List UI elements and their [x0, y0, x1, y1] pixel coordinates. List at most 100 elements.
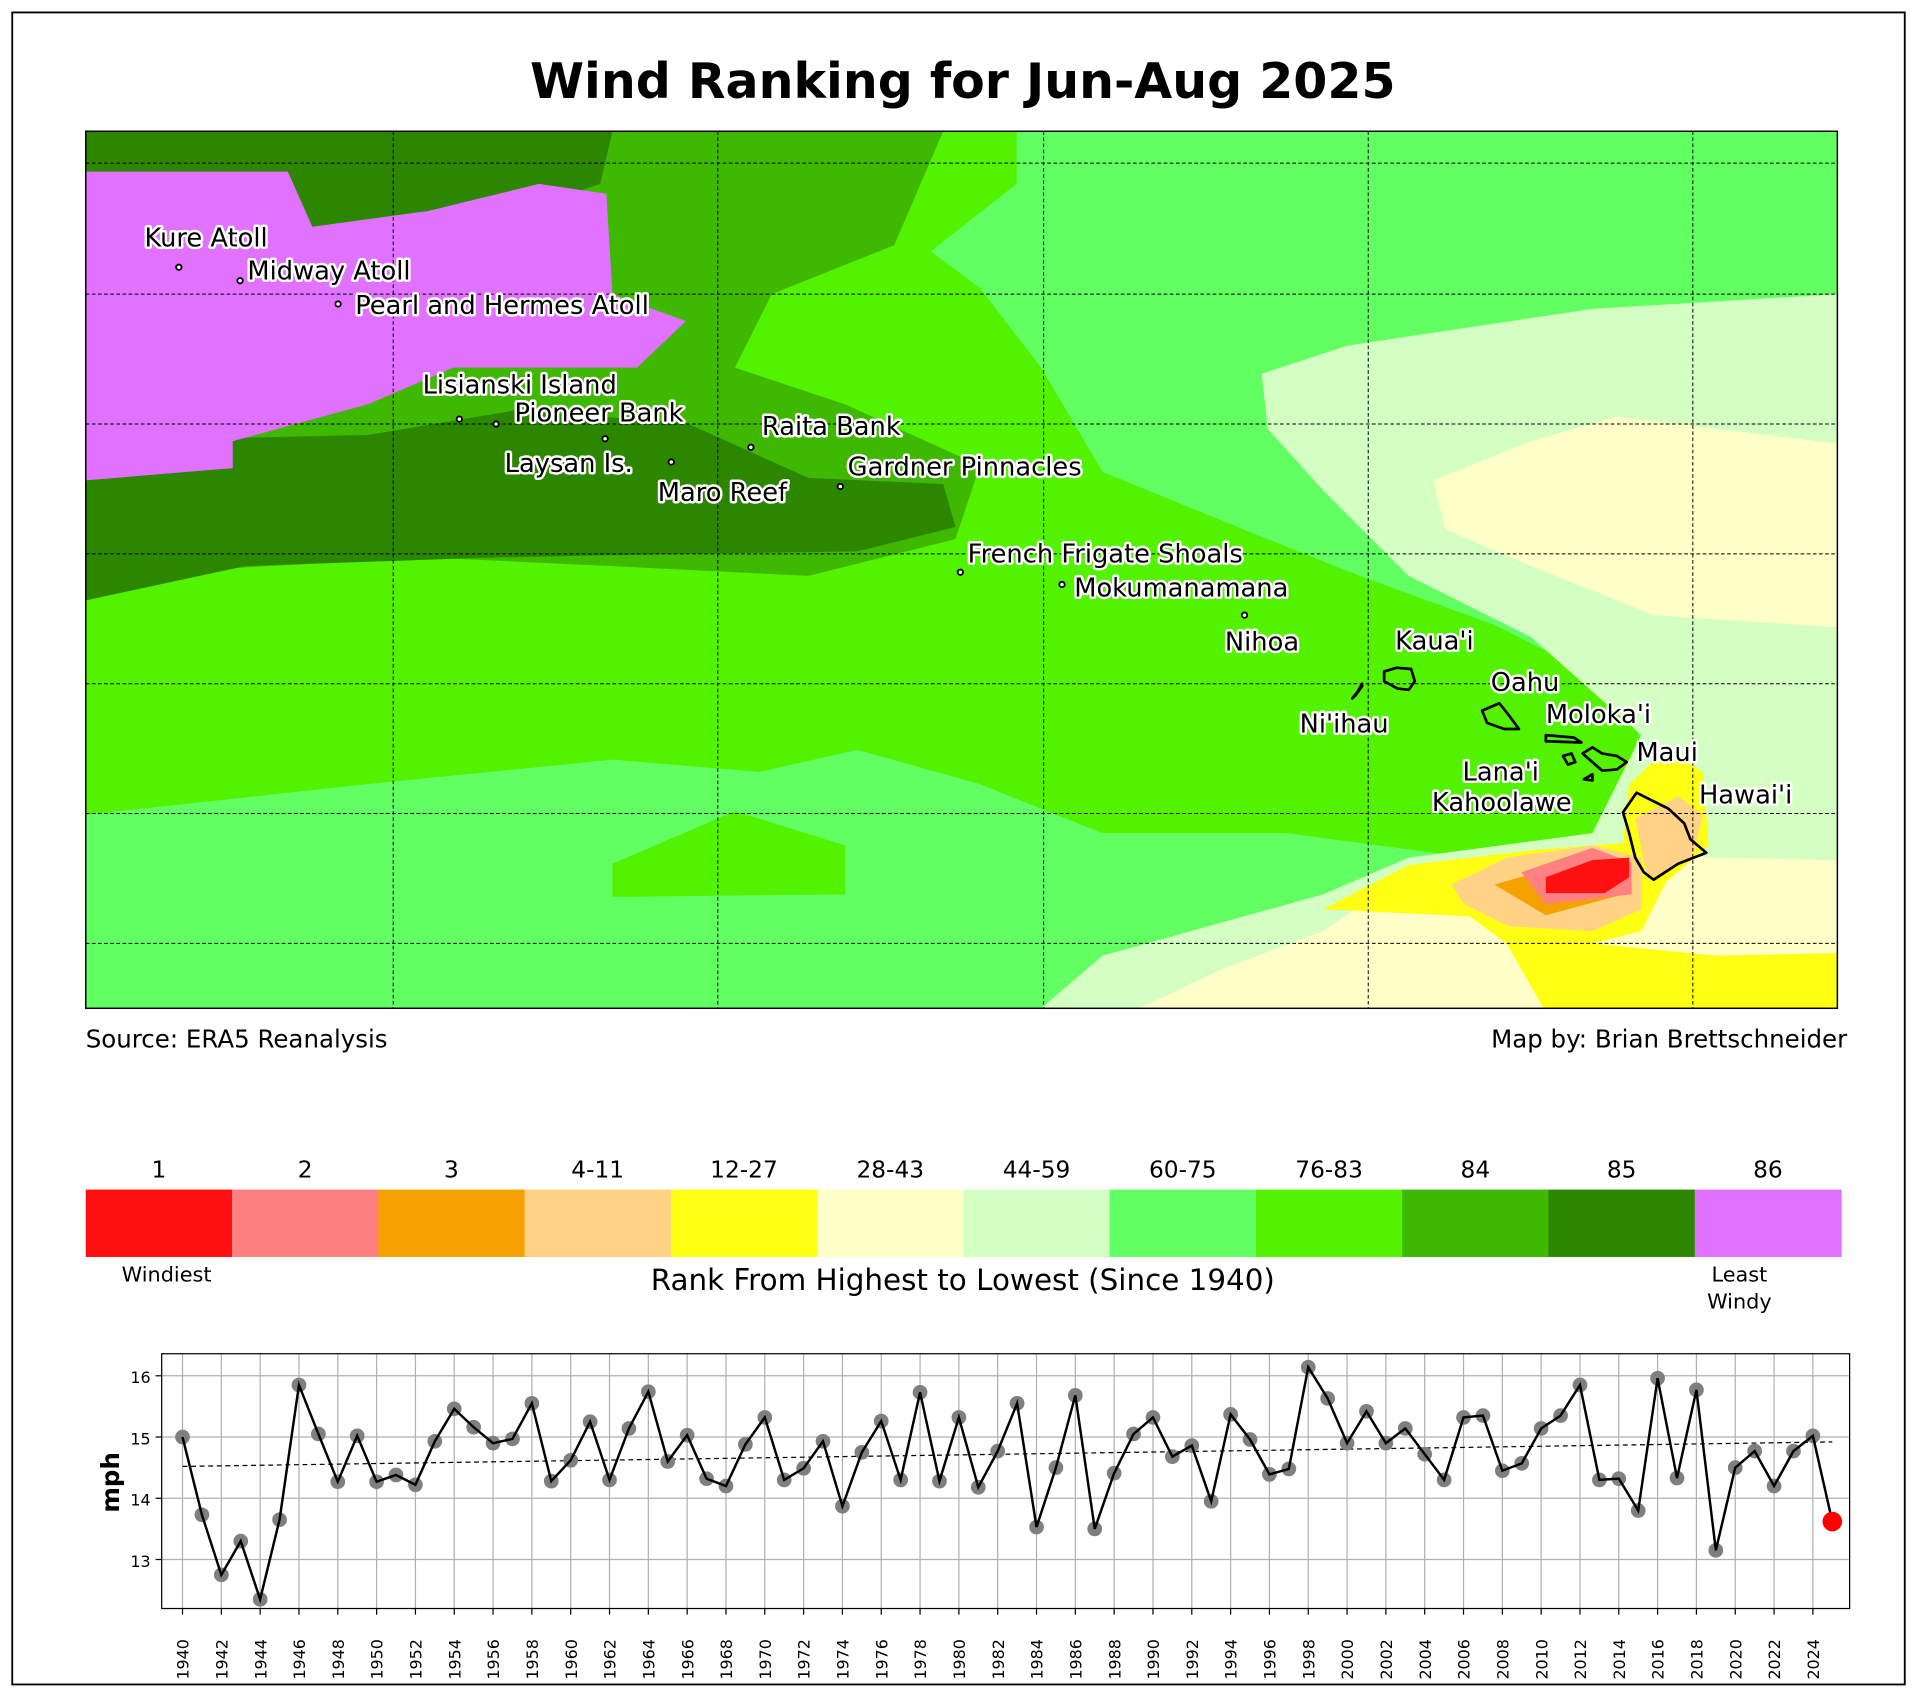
x-tick-label: 1956 [484, 1639, 503, 1679]
legend-bin-label: 3 [444, 1156, 459, 1183]
legend-bin-label: 12-27 [710, 1156, 778, 1183]
label-pearl-hermes: Pearl and Hermes Atoll [355, 291, 649, 321]
x-tick-label: 1968 [717, 1639, 736, 1679]
legend-swatch [1255, 1189, 1403, 1257]
x-tick-label: 2006 [1455, 1639, 1474, 1679]
legend-swatch [817, 1189, 965, 1257]
label-maro-reef: Maro Reef [658, 478, 788, 508]
legend-bin-label: 60-75 [1149, 1156, 1217, 1183]
map-region-86 [85, 171, 686, 481]
map-region-4-11 [1635, 796, 1703, 880]
credit-text: Map by: Brian Brettschneider [1491, 1024, 1848, 1053]
x-tick-label: 1940 [174, 1639, 193, 1679]
legend-bin-label: 86 [1753, 1156, 1783, 1183]
x-tick-label: 1988 [1105, 1639, 1124, 1679]
label-gardner: Gardner Pinnacles [848, 452, 1082, 482]
legend-swatch [1694, 1189, 1842, 1257]
y-tick-label: 13 [130, 1552, 150, 1571]
x-tick-label: 1972 [795, 1639, 814, 1679]
colorbar-legend: 1 2 3 4-11 12-27 28-43 44-59 60-75 76-83 84 85 86 [85, 1156, 1842, 1257]
legend-swatch [378, 1189, 526, 1257]
map-region-76-83 [612, 811, 846, 897]
x-tick-label: 2024 [1804, 1639, 1823, 1679]
island-maui [1581, 746, 1629, 773]
label-niihau: Ni'ihau [1300, 710, 1389, 740]
x-tick-label: 1998 [1299, 1639, 1318, 1679]
label-french-frigate: French Frigate Shoals [968, 539, 1243, 569]
plot-area [161, 1353, 1850, 1609]
x-tick-label: 1986 [1066, 1639, 1085, 1679]
x-tick-label: 1944 [251, 1639, 270, 1679]
label-oahu: Oahu [1491, 668, 1560, 698]
island-niihau [1350, 682, 1364, 700]
trend-line [182, 1441, 1833, 1468]
x-tick-label: 2008 [1493, 1639, 1512, 1679]
map-region-85 [85, 410, 956, 601]
label-raita-bank: Raita Bank [762, 412, 901, 442]
island-outlines [1350, 666, 1708, 882]
x-tick-label: 1966 [678, 1639, 697, 1679]
legend-swatch [963, 1189, 1111, 1257]
label-lisianski: Lisianski Island [423, 370, 617, 400]
x-tick-label: 1964 [639, 1639, 658, 1679]
island-lanai [1561, 752, 1577, 766]
x-tick-label: 1954 [445, 1639, 464, 1679]
label-kure-atoll: Kure Atoll [145, 223, 268, 253]
map-graticule [85, 131, 1838, 1009]
label-midway-atoll: Midway Atoll [247, 256, 410, 286]
x-tick-label: 2014 [1610, 1639, 1629, 1679]
location-markers [175, 263, 1249, 619]
plot-frame [161, 1353, 1851, 1610]
location-labels: Kure Atoll Midway Atoll Pearl and Hermes… [142, 221, 1795, 821]
x-tick-label: 1982 [989, 1639, 1008, 1679]
x-tick-label: 1962 [601, 1639, 620, 1679]
label-molokai: Moloka'i [1546, 700, 1651, 730]
label-laysan: Laysan Is. [505, 449, 633, 479]
x-tick-label: 1946 [290, 1639, 309, 1679]
x-tick-label: 1970 [756, 1639, 775, 1679]
island-hawaii [1621, 791, 1708, 882]
legend-swatch [1548, 1189, 1696, 1257]
x-tick-label: 1994 [1222, 1639, 1241, 1679]
legend-bin-label: 2 [298, 1156, 313, 1183]
island-molokai [1544, 733, 1583, 744]
x-tick-label: 1992 [1183, 1639, 1202, 1679]
legend-windy-label: Windy [1707, 1289, 1772, 1313]
map-region-28-43 [1433, 416, 1838, 628]
label-mokumanamana: Mokumanamana [1074, 574, 1288, 604]
legend-swatch [524, 1189, 672, 1257]
legend-bin-label: 44-59 [1003, 1156, 1071, 1183]
legend-bin-label: 85 [1607, 1156, 1637, 1183]
label-kauai: Kaua'i [1395, 626, 1473, 656]
legend-swatch [1402, 1189, 1550, 1257]
x-tick-label: 1996 [1261, 1639, 1280, 1679]
island-oahu [1480, 701, 1521, 731]
legend-swatch [670, 1189, 818, 1257]
x-tick-label: 2004 [1416, 1639, 1435, 1679]
x-tick-label: 1978 [911, 1639, 930, 1679]
legend-windiest-label: Windiest [122, 1262, 212, 1286]
label-pioneer-bank: Pioneer Bank [514, 399, 683, 429]
legend-bin-label: 84 [1461, 1156, 1491, 1183]
x-tick-label: 2022 [1765, 1639, 1784, 1679]
x-tick-label: 1952 [407, 1639, 426, 1679]
x-tick-label: 2010 [1532, 1639, 1551, 1679]
legend-bin-label: 76-83 [1295, 1156, 1363, 1183]
legend-bin-label: 4-11 [571, 1156, 624, 1183]
legend-swatch [85, 1189, 233, 1257]
legend-bin-label: 28-43 [856, 1156, 924, 1183]
rank-map: Kure Atoll Midway Atoll Pearl and Hermes… [85, 130, 1839, 1010]
x-tick-label: 1984 [1028, 1639, 1047, 1679]
x-tick-label: 1958 [523, 1639, 542, 1679]
label-maui: Maui [1636, 738, 1697, 768]
x-tick-label: 1990 [1144, 1639, 1163, 1679]
x-tick-label: 2012 [1571, 1639, 1590, 1679]
source-text: Source: ERA5 Reanalysis [86, 1024, 388, 1053]
legend-least-label: Least [1711, 1262, 1767, 1286]
legend-swatch [232, 1189, 379, 1257]
y-tick-label: 14 [130, 1491, 150, 1510]
y-axis-label: mph [96, 1452, 125, 1512]
x-tick-label: 2020 [1726, 1639, 1745, 1679]
label-hawaii: Hawai'i [1699, 781, 1792, 811]
